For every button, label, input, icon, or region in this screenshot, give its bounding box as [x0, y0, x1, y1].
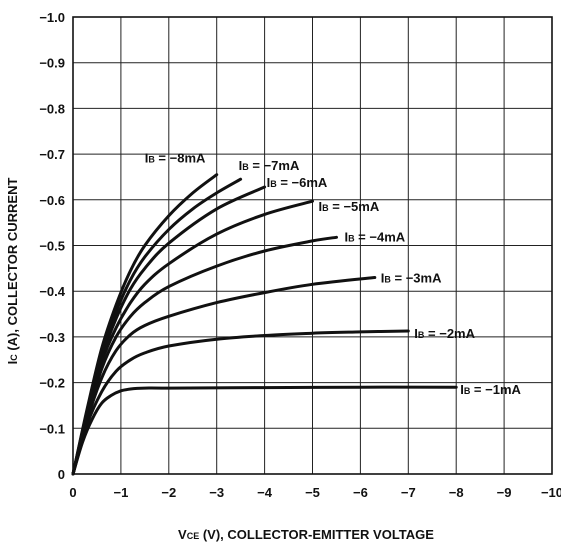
x-tick-label: −7	[401, 485, 416, 500]
series-line-ib-8ma	[71, 173, 219, 476]
y-tick-label: −0.4	[39, 284, 65, 299]
x-tick-label: 0	[69, 485, 76, 500]
y-tick-label: −0.8	[39, 101, 65, 116]
series-label-ib-2ma: IB = −2mA	[414, 326, 475, 341]
x-tick-label: −10	[541, 485, 561, 500]
x-tick-label: −8	[449, 485, 464, 500]
y-tick-label: −0.9	[39, 56, 65, 71]
series-line-ib-2ma	[71, 329, 410, 476]
y-tick-label: −0.6	[39, 193, 65, 208]
y-tick-label: −0.2	[39, 376, 65, 391]
x-tick-label: −5	[305, 485, 320, 500]
y-tick-label: −0.5	[39, 239, 65, 254]
y-tick-label: −0.7	[39, 147, 65, 162]
x-tick-label: −6	[353, 485, 368, 500]
plot-frame	[72, 16, 553, 475]
series-line-ib-7ma	[71, 177, 243, 476]
series-label-ib-7ma: IB = −7mA	[239, 158, 300, 173]
y-tick-label: −0.1	[39, 421, 65, 436]
curves-layer	[71, 173, 458, 476]
series-label-ib-5ma: IB = −5mA	[319, 199, 380, 214]
curve-labels-layer: IB = −1mA IB = −2mA IB = −3mA IB = −4mA IB =…	[145, 151, 522, 398]
series-label-ib-8ma: IB = −8mA	[145, 151, 206, 166]
x-tick-label: −3	[209, 485, 224, 500]
x-tick-label: −2	[161, 485, 176, 500]
series-label-ib-6ma: IB = −6mA	[267, 175, 328, 190]
x-tick-label: −1	[113, 485, 128, 500]
y-tick-labels: 0 −0.1 −0.2 −0.3 −0.4 −0.5 −0.6 −0.7 −0.8 −0.9 −1.…	[39, 10, 65, 482]
x-tick-label: −4	[257, 485, 273, 500]
y-tick-label: −0.3	[39, 330, 65, 345]
x-axis-label: VCE (V), COLLECTOR-EMITTER VOLTAGE	[178, 527, 434, 542]
y-axis-label: IC (A), COLLECTOR CURRENT	[5, 178, 20, 365]
series-line-ib-3ma	[71, 276, 377, 476]
series-label-ib-1ma: IB = −1mA	[460, 382, 521, 397]
y-tick-label: 0	[58, 467, 65, 482]
grid-layer	[73, 17, 552, 474]
y-tick-label: −1.0	[39, 10, 65, 25]
series-label-ib-4ma: IB = −4mA	[344, 229, 405, 244]
x-tick-label: −9	[497, 485, 512, 500]
x-tick-labels: 0 −1 −2 −3 −4 −5 −6 −7 −8 −9 −10	[69, 485, 561, 500]
series-label-ib-3ma: IB = −3mA	[381, 270, 442, 285]
series-line-ib-1ma	[71, 385, 458, 476]
